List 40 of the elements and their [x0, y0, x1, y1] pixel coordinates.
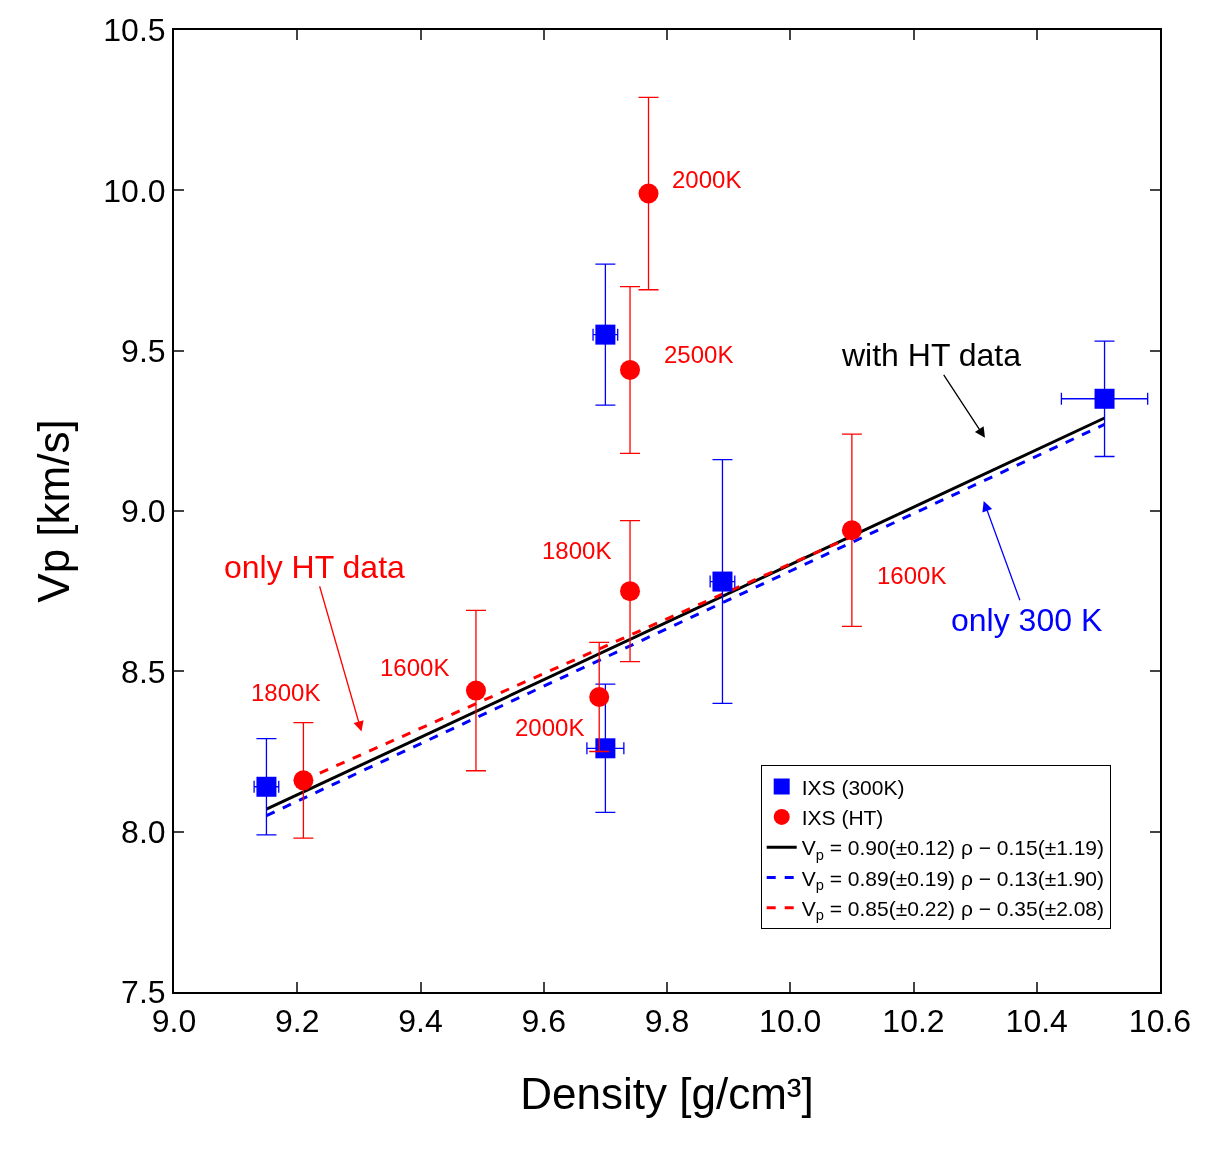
- x-tick-label: 10.6: [1128, 1003, 1192, 1040]
- y-tick-label: 9.5: [121, 332, 166, 369]
- point: [595, 738, 616, 759]
- point: [465, 680, 486, 701]
- legend-label: IXS (HT): [801, 806, 884, 830]
- annotation: 1600K: [877, 562, 947, 589]
- annotation: 1800K: [251, 679, 321, 706]
- x-tick-label: 10.4: [1005, 1003, 1068, 1040]
- annotation: 2000K: [672, 166, 742, 193]
- annotation: 1600K: [380, 654, 450, 681]
- annotation: 1800K: [542, 537, 612, 564]
- annotation: 2000K: [515, 714, 585, 741]
- point: [620, 581, 641, 602]
- y-tick-label: 8.0: [121, 813, 166, 850]
- x-tick-label: 10.2: [882, 1003, 945, 1040]
- y-tick-label: 9.0: [121, 493, 166, 530]
- x-tick-label: 9.2: [275, 1003, 320, 1040]
- legend-label: V$_{p}$ = 0.89(±0.19) ρ − 0.13(±1.90): [801, 866, 1105, 894]
- legend-label: IXS (300K): [801, 775, 905, 799]
- legend-label: V$_{p}$ = 0.90(±0.12) ρ − 0.15(±1.19): [801, 836, 1105, 863]
- x-tick-label: 9.4: [398, 1003, 443, 1040]
- x-tick-label: 10.0: [759, 1003, 822, 1040]
- point: [841, 520, 862, 541]
- annotation: with HT data: [841, 337, 1022, 373]
- legend-label: V$_{p}$ = 0.85(±0.22) ρ − 0.35(±2.08): [801, 897, 1105, 924]
- annotation: 2500K: [664, 341, 734, 368]
- point: [1094, 388, 1115, 409]
- point: [620, 359, 641, 380]
- y-axis-title: Vp [km/s]: [28, 419, 78, 603]
- point: [589, 686, 610, 707]
- y-tick-label: 8.5: [121, 653, 166, 690]
- point: [293, 770, 314, 791]
- x-axis-title: Density [g/cm³]: [520, 1069, 814, 1119]
- annotation: only HT data: [224, 549, 406, 585]
- point: [638, 183, 659, 204]
- y-tick-label: 10.5: [103, 12, 166, 49]
- x-tick-label: 9.6: [521, 1003, 566, 1040]
- y-tick-label: 10.0: [103, 172, 166, 209]
- annotation: only 300 K: [951, 602, 1103, 638]
- x-tick-label: 9.8: [644, 1003, 690, 1040]
